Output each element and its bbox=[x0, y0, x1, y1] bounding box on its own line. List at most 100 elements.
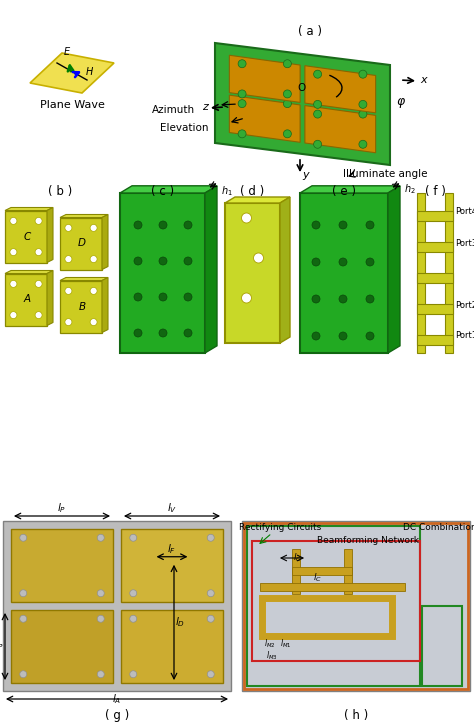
Circle shape bbox=[90, 319, 97, 325]
Bar bbox=[422, 606, 462, 686]
Bar bbox=[417, 304, 453, 314]
Circle shape bbox=[184, 257, 192, 265]
Text: E: E bbox=[64, 47, 70, 57]
Polygon shape bbox=[229, 55, 300, 103]
Text: ( h ): ( h ) bbox=[344, 709, 368, 722]
Circle shape bbox=[254, 253, 264, 263]
Text: Rectifying Circuits: Rectifying Circuits bbox=[239, 523, 321, 532]
Bar bbox=[5, 273, 47, 325]
Bar bbox=[417, 242, 453, 252]
Circle shape bbox=[366, 295, 374, 303]
Circle shape bbox=[97, 534, 104, 542]
Text: ( e ): ( e ) bbox=[332, 185, 356, 198]
Circle shape bbox=[65, 256, 72, 262]
Text: $l_{M2}$: $l_{M2}$ bbox=[264, 638, 276, 651]
Text: $l_V$: $l_V$ bbox=[167, 501, 177, 515]
Text: ( b ): ( b ) bbox=[48, 185, 72, 198]
Text: $l_P$: $l_P$ bbox=[57, 501, 67, 515]
Circle shape bbox=[238, 90, 246, 98]
Text: DC Combination: DC Combination bbox=[403, 523, 474, 532]
Circle shape bbox=[90, 224, 97, 231]
Text: ( a ): ( a ) bbox=[298, 25, 322, 38]
Polygon shape bbox=[305, 66, 375, 113]
Bar bbox=[262, 598, 392, 636]
Polygon shape bbox=[280, 197, 290, 343]
Text: D: D bbox=[78, 239, 86, 249]
Text: $h_1$: $h_1$ bbox=[221, 184, 233, 197]
Text: Elevation: Elevation bbox=[160, 123, 209, 133]
Circle shape bbox=[207, 671, 214, 677]
Bar bbox=[121, 610, 223, 683]
Circle shape bbox=[90, 288, 97, 294]
Text: Port4: Port4 bbox=[455, 208, 474, 216]
Circle shape bbox=[283, 60, 292, 68]
Bar bbox=[120, 193, 205, 353]
Circle shape bbox=[130, 671, 137, 677]
Polygon shape bbox=[60, 278, 108, 281]
Circle shape bbox=[359, 110, 367, 118]
Text: $l_C$: $l_C$ bbox=[312, 571, 321, 583]
Polygon shape bbox=[215, 43, 390, 165]
Text: O: O bbox=[298, 83, 306, 93]
Text: Port3: Port3 bbox=[455, 239, 474, 247]
Polygon shape bbox=[225, 197, 290, 203]
Text: Azimuth: Azimuth bbox=[152, 105, 195, 115]
Text: Port1: Port1 bbox=[455, 332, 474, 341]
Circle shape bbox=[97, 615, 104, 623]
Text: B: B bbox=[78, 301, 86, 312]
Text: $l_A$: $l_A$ bbox=[112, 692, 122, 706]
Bar bbox=[344, 549, 352, 594]
Bar bbox=[300, 193, 388, 353]
Circle shape bbox=[159, 329, 167, 337]
Circle shape bbox=[207, 615, 214, 623]
Polygon shape bbox=[60, 215, 108, 218]
Circle shape bbox=[10, 249, 17, 256]
Circle shape bbox=[207, 534, 214, 542]
Circle shape bbox=[35, 218, 42, 224]
Bar bbox=[417, 273, 453, 283]
Bar bbox=[60, 218, 102, 270]
Circle shape bbox=[134, 293, 142, 301]
Bar bbox=[417, 211, 453, 221]
Bar bbox=[225, 203, 280, 343]
Text: $w_P$: $w_P$ bbox=[0, 641, 4, 652]
Circle shape bbox=[312, 221, 320, 229]
Text: ( g ): ( g ) bbox=[105, 709, 129, 722]
Polygon shape bbox=[388, 186, 400, 353]
Circle shape bbox=[359, 70, 367, 78]
Circle shape bbox=[130, 590, 137, 596]
Circle shape bbox=[134, 257, 142, 265]
Circle shape bbox=[312, 332, 320, 340]
Circle shape bbox=[366, 332, 374, 340]
Circle shape bbox=[65, 288, 72, 294]
Circle shape bbox=[359, 140, 367, 148]
Circle shape bbox=[184, 221, 192, 229]
Polygon shape bbox=[30, 53, 114, 93]
Text: x: x bbox=[420, 75, 427, 85]
Circle shape bbox=[366, 221, 374, 229]
Text: H: H bbox=[86, 67, 93, 77]
Polygon shape bbox=[5, 270, 53, 273]
Circle shape bbox=[207, 590, 214, 596]
Text: Plane Wave: Plane Wave bbox=[39, 100, 104, 110]
Text: y: y bbox=[302, 170, 309, 180]
Circle shape bbox=[97, 671, 104, 677]
Circle shape bbox=[20, 671, 27, 677]
Text: $l_F$: $l_F$ bbox=[167, 542, 177, 556]
Circle shape bbox=[283, 90, 292, 98]
Circle shape bbox=[90, 256, 97, 262]
Circle shape bbox=[366, 258, 374, 266]
Bar bbox=[5, 210, 47, 262]
Bar bbox=[292, 567, 352, 575]
Circle shape bbox=[314, 110, 322, 118]
Bar bbox=[11, 529, 113, 602]
Bar bbox=[417, 193, 425, 353]
Text: ( c ): ( c ) bbox=[151, 185, 174, 198]
Circle shape bbox=[35, 249, 42, 256]
Circle shape bbox=[134, 329, 142, 337]
Text: Beamforming Network: Beamforming Network bbox=[317, 536, 419, 545]
Circle shape bbox=[35, 312, 42, 319]
Polygon shape bbox=[5, 208, 53, 210]
Bar bbox=[445, 193, 453, 353]
Bar bbox=[244, 523, 468, 689]
